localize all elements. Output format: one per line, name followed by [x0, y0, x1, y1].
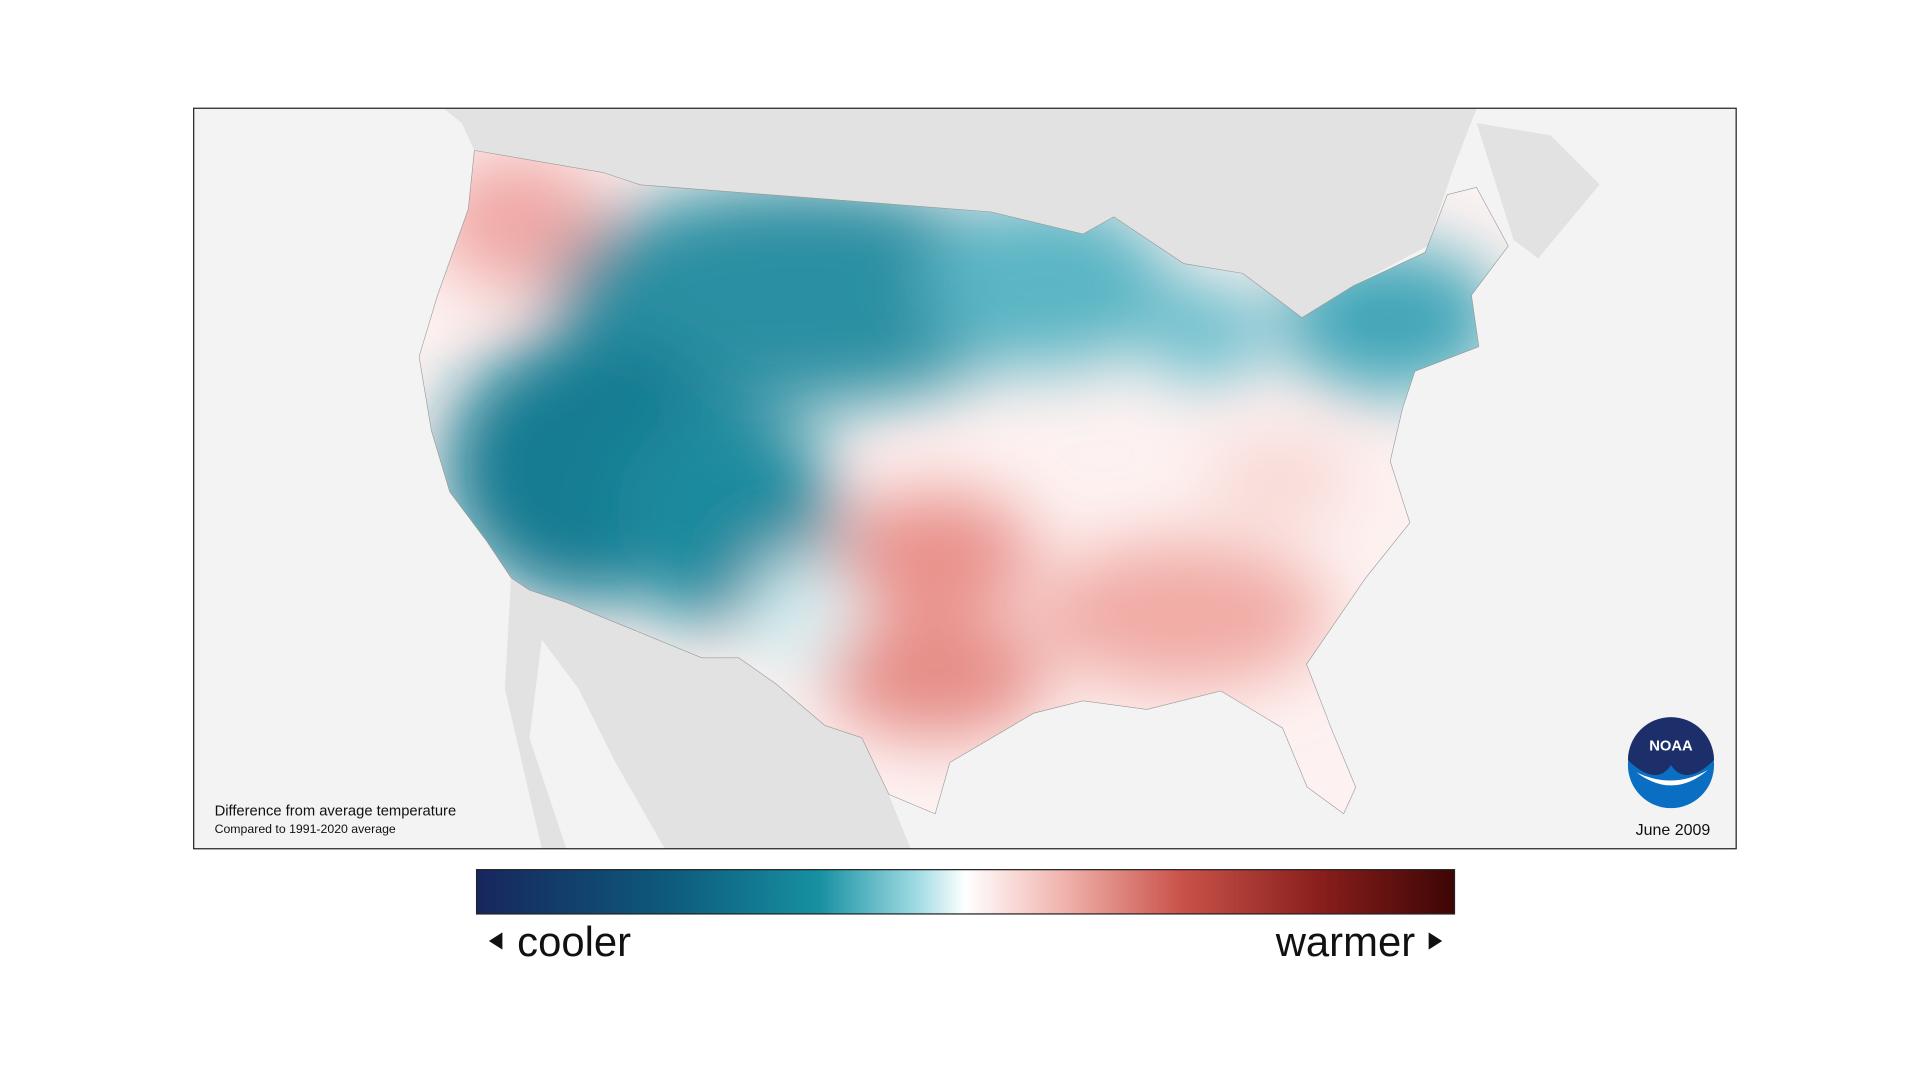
- canada: [443, 108, 1477, 320]
- noaa-logo: NOAA: [1627, 717, 1715, 809]
- map-frame: [193, 107, 1737, 850]
- left-arrow: [488, 932, 503, 950]
- color-bar: [475, 869, 1456, 915]
- conus: [418, 150, 1509, 815]
- right-arrow: [1428, 932, 1443, 950]
- date-label: June 2009: [1636, 822, 1711, 839]
- legend-high: warmer: [1275, 918, 1415, 965]
- map-area: Difference from average temperature Comp…: [193, 108, 1737, 849]
- canada-east: [1476, 123, 1600, 259]
- caption-title: Difference from average temperature: [215, 804, 457, 820]
- caption-subtitle: Compared to 1991-2020 average: [215, 822, 396, 836]
- mexico: [504, 578, 911, 849]
- logo-text: NOAA: [1649, 738, 1693, 754]
- legend-low: cooler: [517, 918, 631, 965]
